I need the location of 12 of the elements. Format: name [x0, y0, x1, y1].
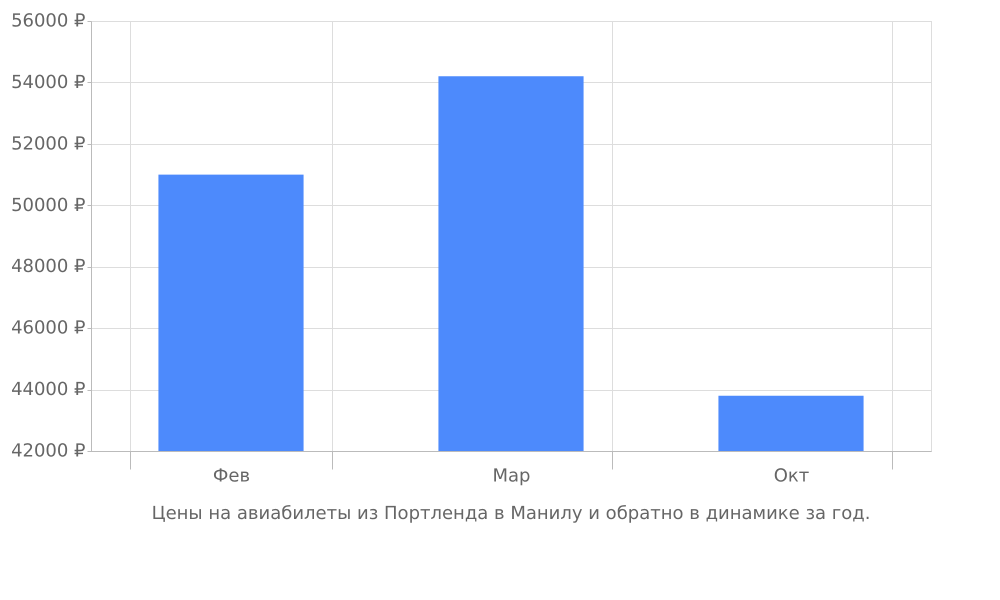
y-tick-label: 50000 ₽ — [11, 194, 86, 216]
y-tick-label: 52000 ₽ — [11, 133, 86, 154]
text: Цены на авиабилеты из Портленда в Манилу и обратно в динамике за год. — [152, 503, 870, 524]
y-tick-label: 54000 ₽ — [11, 72, 86, 93]
y-tick-label: 48000 ₽ — [11, 256, 86, 278]
y-tick-label: 46000 ₽ — [11, 318, 86, 339]
y-tick-label: 44000 ₽ — [11, 379, 86, 400]
x-tick-label: Фев — [212, 466, 250, 486]
x-tick-label: Мар — [492, 466, 530, 486]
y-tick-label: 56000 ₽ — [11, 10, 86, 32]
x-tick-label: Окт — [774, 466, 810, 486]
y-tick-label: 42000 ₽ — [11, 440, 86, 462]
